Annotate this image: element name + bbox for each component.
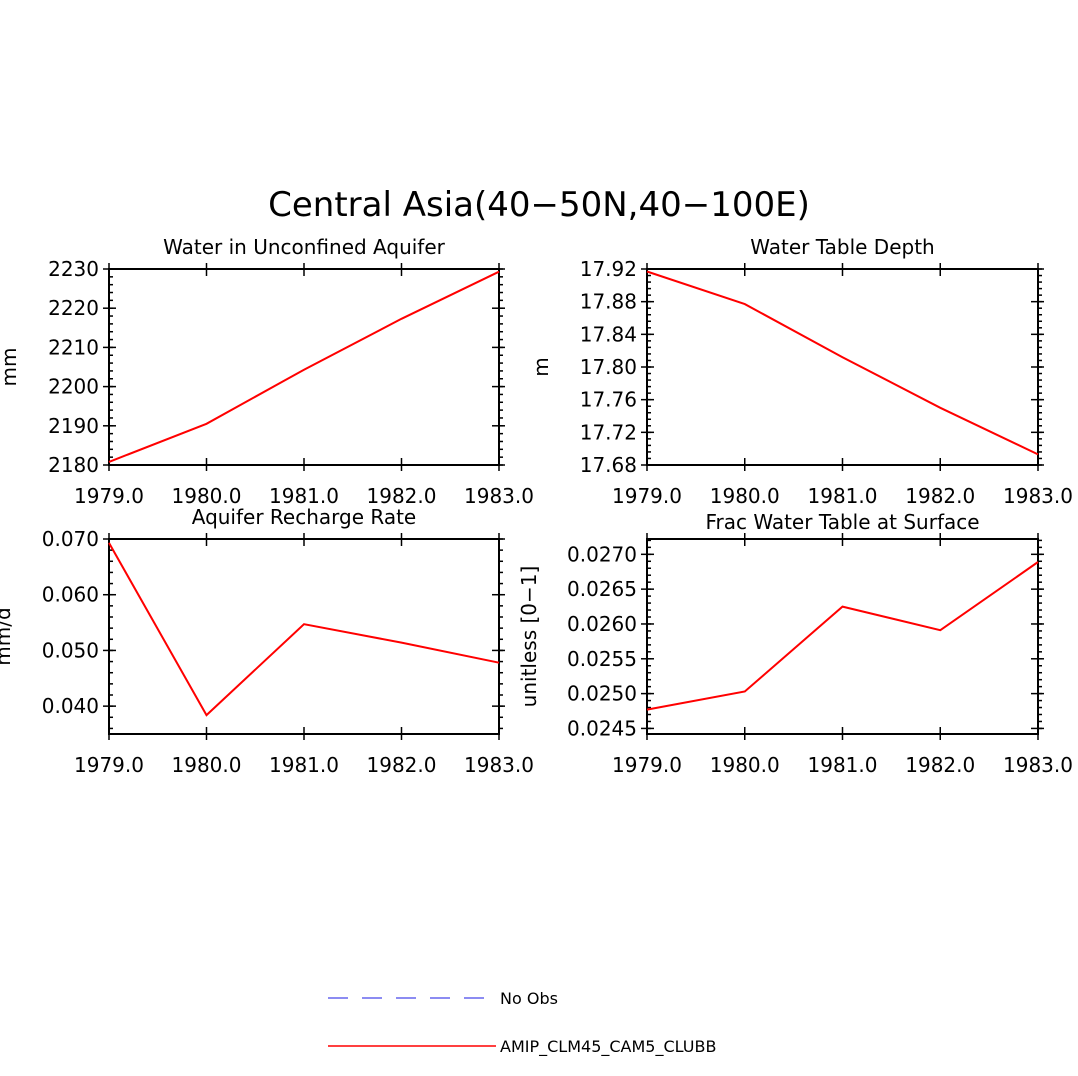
x-tick-label: 1981.0 [808,753,878,777]
x-tick-label: 1980.0 [710,753,780,777]
legend-label-no-obs: No Obs [500,989,558,1008]
y-tick-label: 17.76 [580,388,637,412]
x-tick-label: 1980.0 [710,484,780,508]
series-line-amip [646,270,1039,456]
x-tick-label: 1981.0 [269,753,339,777]
legend-label-amip: AMIP_CLM45_CAM5_CLUBB [500,1037,716,1057]
panel-frac-water-table-surface: Frac Water Table at Surface unitless [0−… [517,510,1073,777]
y-tick-label: 0.0245 [567,716,637,740]
x-tick-label: 1979.0 [74,753,144,777]
x-tick-label: 1982.0 [905,753,975,777]
y-axis-label: mm/d [0,607,15,665]
y-tick-label: 0.050 [42,638,99,662]
x-tick-label: 1982.0 [367,484,437,508]
panel-water-table-depth: Water Table Depth m 17.68 17.72 17.76 17.80… [529,235,1073,508]
y-tick-label: 0.0270 [567,542,637,566]
panel-title: Aquifer Recharge Rate [192,505,417,529]
plot-frame [108,268,500,466]
x-tick-label: 1979.0 [612,753,682,777]
y-tick-label: 2200 [48,375,99,399]
x-tick-label: 1981.0 [808,484,878,508]
y-tick-label: 17.72 [580,420,637,444]
y-tick-label: 17.88 [580,290,637,314]
y-tick-label: 0.0265 [567,577,637,601]
series-line-amip [108,542,500,717]
y-tick-label: 2180 [48,453,99,477]
series-line-amip [646,561,1039,711]
y-tick-label: 2230 [48,257,99,281]
x-tick-label: 1982.0 [367,753,437,777]
y-tick-label: 0.060 [42,583,99,607]
plot-frame [646,538,1039,735]
y-tick-label: 17.92 [580,257,637,281]
x-tick-label: 1980.0 [172,753,242,777]
panel-title: Water Table Depth [750,235,934,259]
y-tick-label: 0.040 [42,694,99,718]
x-tick-label: 1980.0 [172,484,242,508]
panel-title: Water in Unconfined Aquifer [163,235,446,259]
plot-frame [646,268,1039,466]
x-tick-label: 1981.0 [269,484,339,508]
x-tick-label: 1979.0 [612,484,682,508]
y-tick-label: 2210 [48,335,99,359]
x-tick-label: 1979.0 [74,484,144,508]
y-tick-label: 0.0255 [567,647,637,671]
y-axis-label: mm [0,348,21,387]
panel-water-unconfined-aquifer: Water in Unconfined Aquifer mm 2180 2190 2… [0,235,534,508]
y-tick-label: 2220 [48,296,99,320]
x-tick-label: 1983.0 [1003,753,1073,777]
y-axis-label: m [529,357,553,376]
x-tick-label: 1983.0 [464,484,534,508]
panel-aquifer-recharge-rate: Aquifer Recharge Rate mm/d 0.040 0.050 0.0… [0,505,534,777]
y-tick-label: 2190 [48,414,99,438]
y-tick-label: 0.0250 [567,682,637,706]
y-tick-label: 17.68 [580,453,637,477]
y-tick-label: 17.84 [580,322,637,346]
plot-frame [108,538,500,735]
x-tick-label: 1983.0 [464,753,534,777]
y-axis-label: unitless [0−1] [517,566,541,708]
y-tick-label: 0.070 [42,527,99,551]
series-line-amip [108,270,500,463]
y-tick-label: 0.0260 [567,612,637,636]
x-tick-label: 1982.0 [905,484,975,508]
legend: No Obs AMIP_CLM45_CAM5_CLUBB [328,989,716,1057]
figure-title: Central Asia(40−50N,40−100E) [268,185,810,225]
y-tick-label: 17.80 [580,355,637,379]
panel-title: Frac Water Table at Surface [705,510,979,534]
x-tick-label: 1983.0 [1003,484,1073,508]
